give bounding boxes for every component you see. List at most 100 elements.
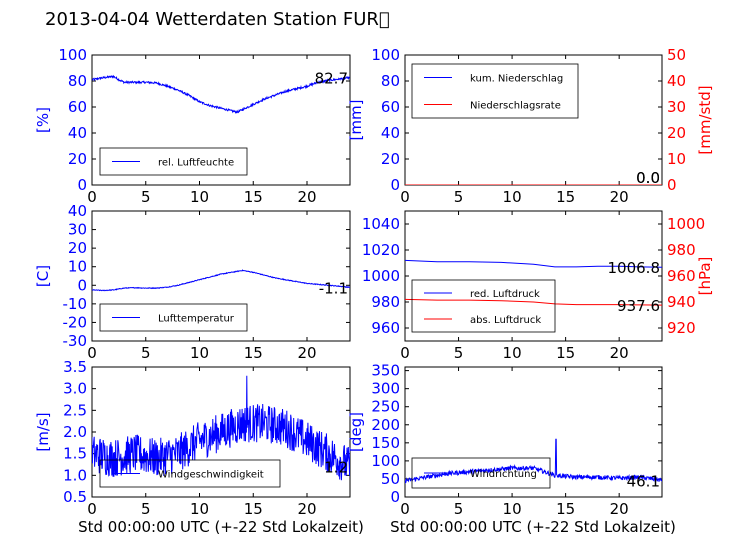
series-line-humidity: [92, 74, 350, 114]
plot-frame: [91, 54, 351, 186]
legend-precipitation: kum. Niederschlag Niederschlagsrate: [411, 63, 579, 119]
y-tick-label: 100: [371, 452, 400, 470]
legend-windspeed: Windgeschwindigkeit: [99, 459, 281, 488]
y-right-tick-label: 20: [667, 124, 686, 142]
y-tick-label: 80: [68, 72, 87, 90]
panel-precipitation: 0 5 10 15 20 0 20 40 60 80 100 0 10 20 30 40 50 [mm] [mm/s…: [347, 46, 714, 206]
y-tick-label: 1020: [362, 241, 400, 259]
plot-frame: [404, 366, 663, 498]
y-tick-label: 40: [381, 124, 400, 142]
current-value-label: 1.2: [324, 459, 348, 477]
y-right-tick-label: 10: [667, 150, 686, 168]
current-value-label: 0.0: [636, 169, 660, 187]
y-tick-label: 0: [77, 176, 87, 194]
y-tick-label: 1040: [362, 215, 400, 233]
legend-temperature: Lufttemperatur: [99, 303, 248, 332]
x-tick-label: 10: [190, 344, 209, 362]
y-axis-label: [m/s]: [34, 412, 52, 451]
y-axis-label: [deg]: [347, 412, 365, 452]
y-tick-label: 20: [68, 239, 87, 257]
x-tick-label: 15: [556, 500, 575, 518]
x-tick-label: 5: [141, 188, 151, 206]
figure-title: 2013-04-04 Wetterdaten Station FUR : [45, 9, 390, 30]
x-tick-label: 5: [454, 500, 464, 518]
x-tick-label: 20: [297, 344, 316, 362]
panel-temperature: 0 5 10 15 20-30-20-10010203040[C]Lufttempera…: [34, 202, 351, 362]
legend-frame: [99, 459, 281, 488]
legend-label: abs. Luftdruck: [470, 315, 541, 326]
x-tick-label: 10: [503, 344, 522, 362]
x-tick-label: 15: [556, 344, 575, 362]
y-right-tick-label: 50: [667, 46, 686, 64]
legend-frame: [411, 63, 579, 119]
x-tick-label: 5: [454, 344, 464, 362]
y-tick-label: -30: [63, 332, 88, 350]
legend-label: rel. Luftfeuchte: [158, 158, 234, 169]
x-tick-label: 10: [190, 188, 209, 206]
x-tick-label: 15: [244, 500, 263, 518]
series-line-pressure: [405, 259, 662, 268]
legend-label: Windgeschwindigkeit: [158, 470, 264, 481]
x-tick-label: 20: [610, 344, 629, 362]
x-axis-label-left: Std 00:00:00 UTC (+-22 Std Lokalzeit): [78, 518, 364, 536]
y-tick-label: 980: [371, 293, 400, 311]
y-right-axis-label: [mm/std]: [696, 85, 714, 154]
plot-frame: [91, 210, 351, 342]
x-tick-label: 15: [244, 188, 263, 206]
x-tick-label: 5: [454, 188, 464, 206]
legend-label: Niederschlagsrate: [470, 101, 561, 112]
legend-frame: [411, 457, 551, 489]
legend-label: Lufttemperatur: [158, 314, 235, 325]
legend-label: red. Luftdruck: [470, 289, 540, 300]
y-tick-label: 20: [381, 150, 400, 168]
current-value-label: 82.7: [315, 69, 348, 87]
panel-windspeed: 0 5 10 15 20 0.5 1.0 1.5 2.0 2.5 3.0 3.5 [m/s] Windge…: [34, 358, 351, 518]
y-right-tick-label: 1000: [667, 215, 705, 233]
y-right-tick-label: 980: [667, 241, 696, 259]
x-tick-label: 0: [400, 344, 410, 362]
legend-winddirection: Windrichtung: [411, 457, 551, 489]
legend-frame: [99, 147, 248, 176]
y-axis-label: [mm]: [347, 100, 365, 141]
y-tick-label: 100: [58, 46, 87, 64]
y-tick-label: 0: [390, 176, 400, 194]
y-right-tick-label: 940: [667, 293, 696, 311]
legend-frame: [99, 303, 248, 332]
x-tick-label: 10: [503, 500, 522, 518]
y-tick-label: 50: [381, 470, 400, 488]
x-tick-label: 20: [610, 188, 629, 206]
x-tick-label: 20: [297, 500, 316, 518]
y-right-tick-label: 30: [667, 98, 686, 116]
x-tick-label: 0: [400, 188, 410, 206]
current-value-label: -1.1: [319, 279, 348, 297]
x-tick-label: 15: [244, 344, 263, 362]
x-tick-label: 0: [87, 344, 97, 362]
y-tick-label: 3.0: [63, 380, 87, 398]
x-tick-label: 15: [556, 188, 575, 206]
y-right-tick-label: 40: [667, 72, 686, 90]
y-tick-label: -20: [63, 313, 88, 331]
y-tick-label: 1.5: [63, 445, 87, 463]
panel-winddirection: 0 5 10 15 20050100150200250300350[deg]Windri…: [347, 362, 663, 518]
y-tick-label: 3.5: [63, 358, 87, 376]
y-right-tick-label: 920: [667, 319, 696, 337]
legend-humidity: rel. Luftfeuchte: [99, 147, 248, 176]
current-value-label: 46.1: [627, 472, 660, 490]
y-tick-label: 350: [371, 362, 400, 380]
x-tick-label: 10: [190, 500, 209, 518]
y-right-tick-label: 960: [667, 267, 696, 285]
y-tick-label: 100: [371, 46, 400, 64]
legend-pressure: red. Luftdruck abs. Luftdruck: [411, 279, 556, 333]
y-axis-label: [C]: [34, 265, 52, 287]
x-tick-label: 20: [297, 188, 316, 206]
y-tick-label: 10: [68, 258, 87, 276]
y-tick-label: 30: [68, 221, 87, 239]
current-value-label: 1006.8: [608, 259, 661, 277]
series-line-temperature: [92, 269, 350, 292]
panel-pressure: 0 5 10 15 20 960 980 1000 1020 1040 920 940 960 980 10…: [362, 210, 714, 362]
y-tick-label: 200: [371, 416, 400, 434]
y-tick-label: 300: [371, 380, 400, 398]
x-tick-label: 5: [141, 500, 151, 518]
x-tick-label: 0: [400, 500, 410, 518]
